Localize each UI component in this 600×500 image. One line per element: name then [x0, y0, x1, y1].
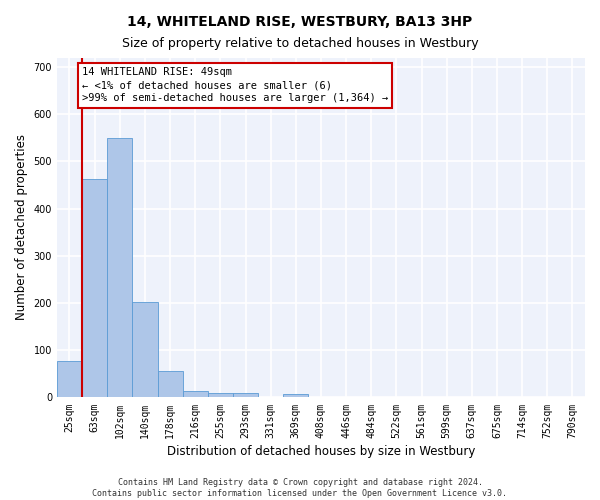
Text: 14 WHITELAND RISE: 49sqm
← <1% of detached houses are smaller (6)
>99% of semi-d: 14 WHITELAND RISE: 49sqm ← <1% of detach…: [82, 67, 388, 104]
Bar: [82, 179, 107, 398]
Text: Contains HM Land Registry data © Crown copyright and database right 2024.
Contai: Contains HM Land Registry data © Crown c…: [92, 478, 508, 498]
X-axis label: Distribution of detached houses by size in Westbury: Distribution of detached houses by size …: [167, 444, 475, 458]
Bar: [107, 138, 133, 398]
Y-axis label: Number of detached properties: Number of detached properties: [15, 134, 28, 320]
Bar: [182, 391, 208, 398]
Bar: [283, 394, 308, 398]
Bar: [208, 392, 233, 398]
Bar: [158, 370, 182, 398]
Bar: [133, 302, 158, 398]
Text: Size of property relative to detached houses in Westbury: Size of property relative to detached ho…: [122, 38, 478, 51]
Text: 14, WHITELAND RISE, WESTBURY, BA13 3HP: 14, WHITELAND RISE, WESTBURY, BA13 3HP: [127, 15, 473, 29]
Bar: [57, 360, 82, 398]
Bar: [233, 392, 258, 398]
